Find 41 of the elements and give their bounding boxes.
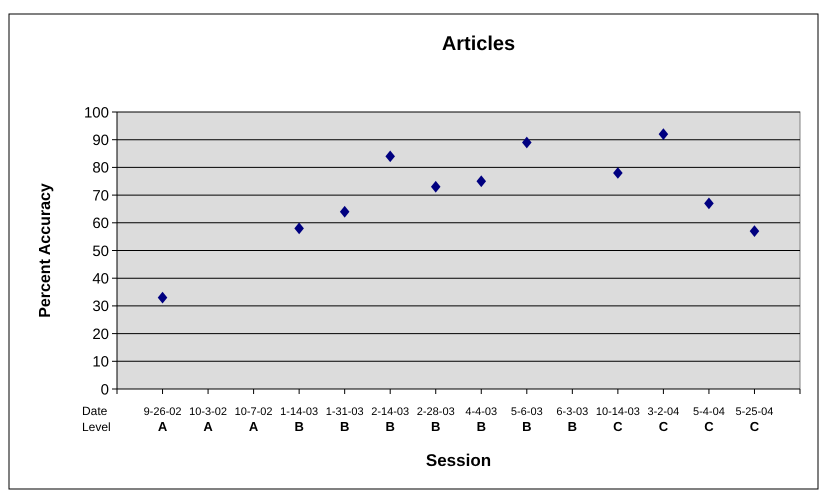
point bbox=[385, 150, 395, 162]
point bbox=[340, 206, 350, 218]
x-tick-label: 9-26-02 A bbox=[144, 406, 182, 434]
y-tick-label: 60 bbox=[92, 215, 109, 232]
x-tick-label: 10-14-03 C bbox=[596, 406, 640, 434]
point bbox=[658, 128, 668, 140]
point bbox=[613, 167, 623, 179]
point bbox=[750, 225, 760, 237]
x-tick-label: 10-7-02 A bbox=[234, 406, 273, 434]
y-tick-label: 40 bbox=[92, 270, 109, 288]
x-tick-label: 2-28-03 B bbox=[416, 406, 455, 434]
y-tick-label: 80 bbox=[92, 160, 109, 177]
point bbox=[704, 198, 714, 210]
y-tick-label: 0 bbox=[100, 381, 109, 398]
x-tick-label: 6-3-03 B bbox=[556, 406, 588, 434]
y-tick-label: 10 bbox=[92, 354, 109, 371]
y-tick-label: 90 bbox=[92, 132, 109, 149]
y-tick-label: 30 bbox=[92, 298, 109, 316]
x-tick-label: 10-3-02 A bbox=[189, 406, 228, 434]
x-tick-label: 5-4-04 C bbox=[693, 406, 725, 434]
x-tick-label: 1-31-03 B bbox=[326, 406, 364, 434]
x-tick-label: 5-25-04 C bbox=[736, 406, 774, 434]
text: Level bbox=[82, 420, 111, 434]
y-tick-label: 50 bbox=[92, 242, 109, 260]
y-tick-label: 70 bbox=[92, 187, 109, 204]
y-tick-label: 100 bbox=[84, 104, 109, 122]
x-tick-label: 2-14-03 B bbox=[371, 406, 410, 434]
text: Date bbox=[82, 404, 108, 418]
y-axis-title: Percent Accuracy bbox=[37, 183, 54, 318]
point bbox=[430, 180, 441, 193]
x-tick-label: 3-2-04 C bbox=[648, 406, 680, 434]
point bbox=[476, 175, 486, 188]
x-tick-label: 1-14-03 B bbox=[280, 406, 318, 434]
point bbox=[294, 222, 304, 234]
x-tick-label: 4-4-03 B bbox=[465, 406, 498, 434]
y-tick-label: 20 bbox=[92, 326, 109, 343]
point bbox=[158, 292, 168, 304]
chart-title: Articles bbox=[442, 33, 516, 55]
x-tick-label: 5-6-03 B bbox=[510, 406, 543, 434]
x-axis-title: Session bbox=[426, 451, 492, 470]
point bbox=[522, 136, 532, 148]
